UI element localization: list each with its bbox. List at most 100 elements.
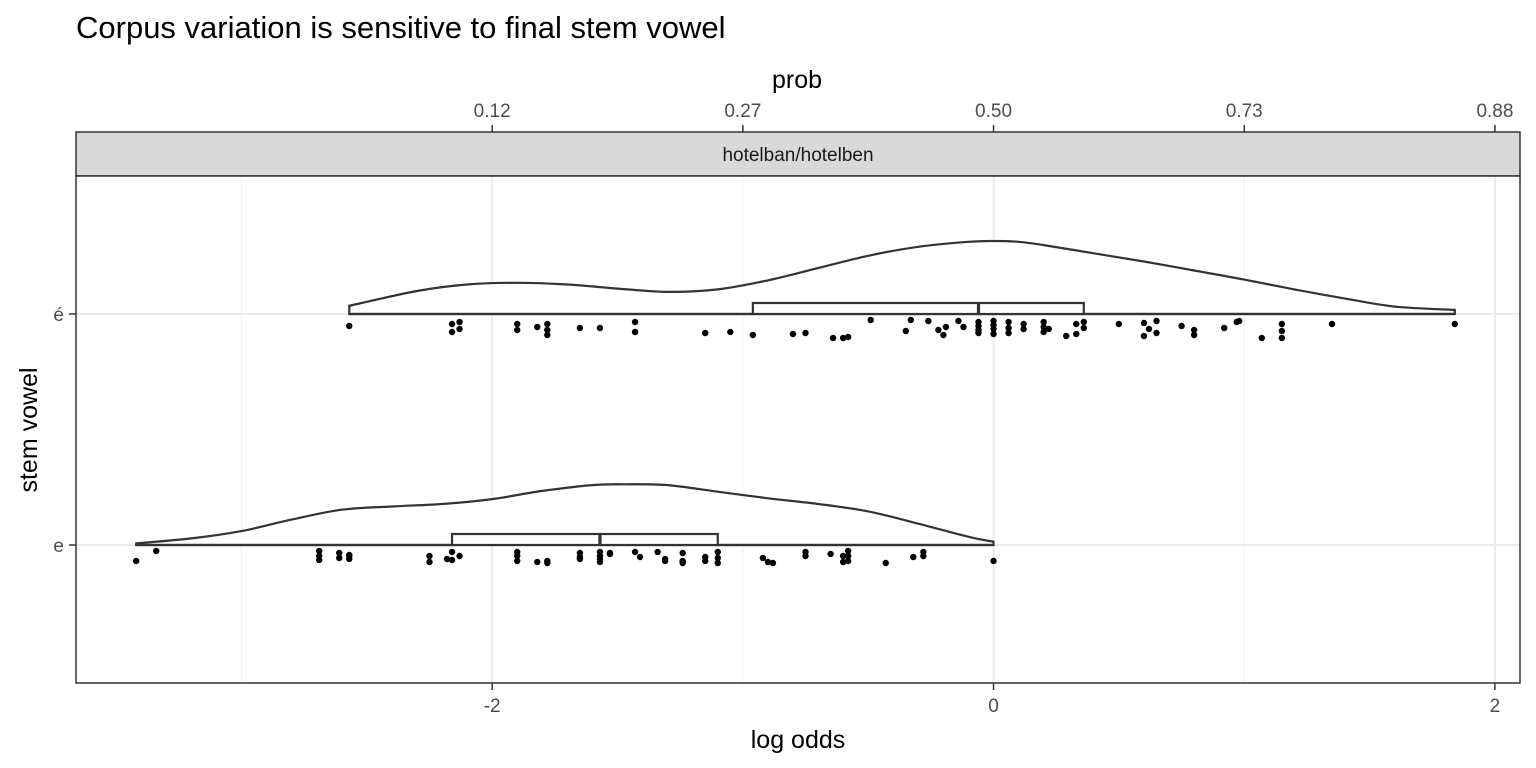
- data-point: [1328, 320, 1336, 328]
- data-point: [839, 552, 847, 560]
- data-point: [827, 550, 834, 558]
- data-point: [1005, 329, 1012, 337]
- data-point: [955, 317, 962, 325]
- data-point: [426, 552, 433, 560]
- data-point: [426, 558, 433, 566]
- data-point: [910, 553, 917, 561]
- data-point: [336, 549, 343, 557]
- data-point: [336, 554, 343, 562]
- data-point: [448, 556, 456, 564]
- x-axis: -2 0 2: [484, 683, 1501, 717]
- data-point: [1040, 318, 1047, 326]
- facet-label: hotelban/hotelben: [722, 145, 873, 166]
- data-point: [456, 552, 463, 560]
- data-point: [844, 547, 852, 555]
- top-tick-label: 0.88: [1476, 101, 1513, 122]
- data-point: [1115, 320, 1123, 328]
- data-point: [443, 555, 451, 563]
- data-point: [1153, 317, 1160, 325]
- data-point: [769, 559, 777, 567]
- data-point: [448, 328, 456, 336]
- top-tick-label: 0.50: [975, 101, 1012, 122]
- data-point: [1080, 324, 1087, 332]
- data-point: [925, 317, 932, 325]
- top-tick-label: 0.27: [724, 101, 761, 122]
- data-point: [1278, 320, 1286, 328]
- data-point: [990, 557, 997, 565]
- data-point: [153, 547, 160, 555]
- top-tick-label: 0.12: [474, 101, 511, 122]
- data-point: [315, 547, 323, 555]
- data-point: [1190, 326, 1198, 334]
- jitter-points: [132, 316, 1459, 567]
- data-point: [661, 557, 669, 565]
- data-point: [132, 557, 140, 565]
- data-point: [907, 316, 915, 324]
- data-point: [544, 320, 551, 328]
- x-tick-label: 0: [988, 696, 999, 717]
- data-point: [844, 333, 852, 341]
- data-point: [975, 329, 982, 337]
- data-point: [631, 318, 639, 326]
- data-point: [654, 548, 661, 556]
- data-point: [844, 552, 852, 560]
- data-point: [1020, 325, 1027, 333]
- data-point: [960, 323, 967, 331]
- data-point: [576, 324, 584, 332]
- violin-halves: [135, 239, 1456, 547]
- data-point: [1140, 332, 1148, 340]
- data-point: [802, 329, 809, 337]
- data-point: [631, 328, 639, 336]
- x-tick-label: -2: [484, 696, 501, 717]
- data-point: [534, 323, 541, 331]
- data-point: [346, 322, 353, 330]
- data-point: [315, 556, 323, 564]
- data-point: [544, 331, 551, 339]
- data-point: [1278, 327, 1286, 335]
- data-point: [759, 554, 767, 562]
- data-point: [882, 559, 889, 567]
- data-point: [844, 557, 852, 565]
- data-point: [764, 558, 772, 566]
- data-point: [1258, 334, 1265, 342]
- data-point: [1236, 317, 1243, 325]
- data-point: [596, 558, 604, 566]
- data-point: [448, 548, 456, 556]
- data-point: [631, 548, 639, 556]
- data-point: [679, 549, 686, 557]
- boxplots: [136, 301, 1455, 547]
- data-point: [839, 558, 847, 566]
- violin-e-acute: [348, 239, 1456, 316]
- data-point: [940, 331, 947, 339]
- box-iqr: [450, 532, 719, 547]
- data-point: [1178, 322, 1185, 330]
- data-point: [1190, 331, 1198, 339]
- data-point: [702, 557, 709, 565]
- data-point: [1073, 320, 1080, 328]
- data-point: [534, 558, 541, 566]
- data-point: [1063, 332, 1070, 340]
- top-tick-label: 0.73: [1226, 101, 1263, 122]
- data-point: [1140, 319, 1148, 327]
- data-point: [606, 550, 614, 558]
- data-point: [1220, 324, 1228, 332]
- x-tick-label: 2: [1490, 696, 1501, 717]
- violin-e: [135, 483, 995, 547]
- data-point: [514, 552, 521, 560]
- box-iqr: [751, 301, 1085, 316]
- data-point: [1278, 334, 1286, 342]
- data-point: [867, 316, 874, 324]
- plot-panel: [75, 175, 1521, 684]
- data-point: [1073, 330, 1080, 338]
- data-point: [1005, 318, 1012, 326]
- data-point: [1080, 318, 1087, 326]
- data-point: [1040, 328, 1047, 336]
- data-point: [514, 326, 521, 334]
- y-axis-title: stem vowel: [15, 367, 43, 492]
- data-point: [514, 320, 521, 328]
- data-point: [935, 326, 942, 334]
- data-point: [636, 553, 644, 561]
- data-point: [942, 323, 950, 331]
- data-point: [456, 318, 463, 326]
- data-point: [456, 325, 463, 333]
